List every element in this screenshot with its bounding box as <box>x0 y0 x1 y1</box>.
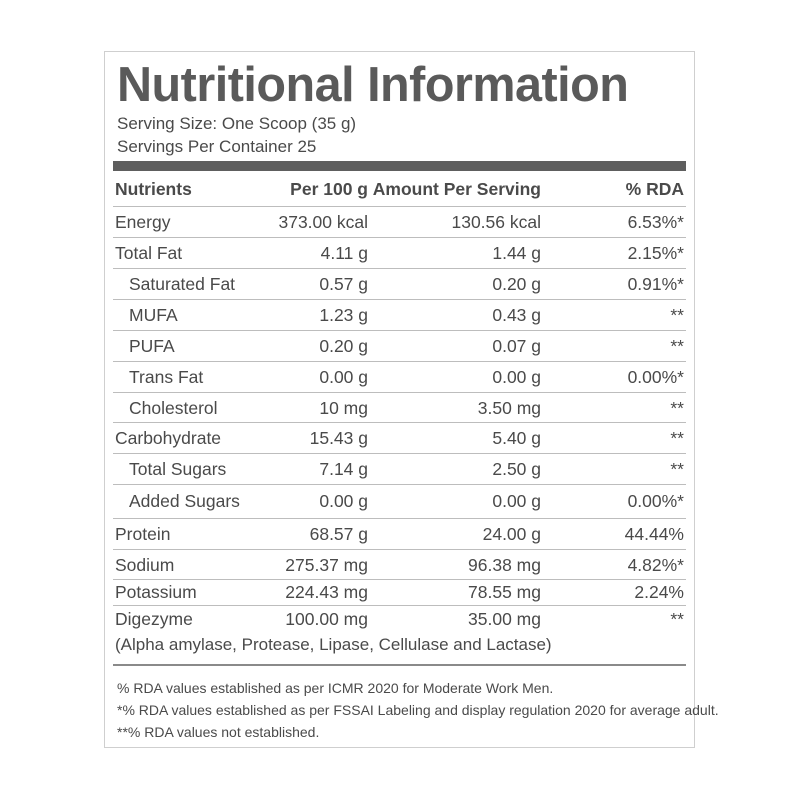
header-divider <box>113 161 686 171</box>
rda-value: 0.00%* <box>627 491 684 511</box>
nutrient-name: Sodium <box>115 555 175 575</box>
per-100g-value: 7.14 g <box>319 459 368 479</box>
table-header-row: Nutrients Per 100 g Amount Per Serving %… <box>113 171 686 207</box>
per-100g-value: 0.20 g <box>319 336 368 356</box>
table-row: Cholesterol 10 mg 3.50 mg ** <box>113 393 686 423</box>
per-serving-value: 2.50 g <box>492 459 541 479</box>
footnote: *% RDA values established as per FSSAI L… <box>117 702 719 718</box>
rda-value: 0.00%* <box>627 367 684 387</box>
nutrition-table: Nutrients Per 100 g Amount Per Serving %… <box>113 171 686 662</box>
footer-divider <box>113 664 686 666</box>
rda-value: 6.53%* <box>627 212 684 232</box>
header-per-100g: Per 100 g <box>290 179 368 199</box>
per-100g-value: 1.23 g <box>319 305 368 325</box>
nutrient-name: Protein <box>115 524 171 544</box>
rda-value: ** <box>670 609 684 629</box>
nutrient-name: Total Sugars <box>129 459 227 479</box>
per-serving-value: 78.55 mg <box>468 582 541 602</box>
per-100g-value: 0.57 g <box>319 274 368 294</box>
per-100g-value: 68.57 g <box>309 524 368 544</box>
nutrient-name: Cholesterol <box>129 398 218 418</box>
table-row: Carbohydrate 15.43 g 5.40 g ** <box>113 423 686 454</box>
rda-value: ** <box>670 428 684 448</box>
rda-value: 2.15%* <box>627 243 684 263</box>
per-serving-value: 24.00 g <box>482 524 541 544</box>
digezyme-note: (Alpha amylase, Protease, Lipase, Cellul… <box>115 635 552 654</box>
per-100g-value: 0.00 g <box>319 367 368 387</box>
per-100g-value: 10 mg <box>319 398 368 418</box>
per-serving-value: 0.00 g <box>492 491 541 511</box>
rda-value: ** <box>670 305 684 325</box>
table-row: PUFA 0.20 g 0.07 g ** <box>113 331 686 362</box>
rda-value: 0.91%* <box>627 274 684 294</box>
rda-value: 44.44% <box>624 524 684 544</box>
rda-value: ** <box>670 459 684 479</box>
table-row: Added Sugars 0.00 g 0.00 g 0.00%* <box>113 485 686 519</box>
header-per-serving: Amount Per Serving <box>372 179 541 199</box>
rda-value: 2.24% <box>634 582 684 602</box>
header-rda: % RDA <box>625 179 684 199</box>
footnotes: % RDA values established as per ICMR 202… <box>117 677 719 743</box>
table-row: Potassium 224.43 mg 78.55 mg 2.24% <box>113 580 686 606</box>
per-serving-value: 5.40 g <box>492 428 541 448</box>
page-title: Nutritional Information <box>117 58 629 112</box>
header-nutrients: Nutrients <box>115 179 192 199</box>
per-100g-value: 275.37 mg <box>285 555 368 575</box>
servings-per-container: Servings Per Container 25 <box>117 137 317 156</box>
serving-size: Serving Size: One Scoop (35 g) <box>117 114 357 133</box>
per-serving-value: 3.50 mg <box>477 398 541 418</box>
table-row: MUFA 1.23 g 0.43 g ** <box>113 300 686 331</box>
nutrient-name: Energy <box>115 212 171 232</box>
footnote: % RDA values established as per ICMR 202… <box>117 680 554 696</box>
nutrition-panel: Nutritional Information Serving Size: On… <box>104 51 719 748</box>
per-100g-value: 224.43 mg <box>285 582 368 602</box>
per-serving-value: 96.38 mg <box>468 555 541 575</box>
per-serving-value: 35.00 mg <box>468 609 541 629</box>
rda-value: ** <box>670 336 684 356</box>
table-row: Total Sugars 7.14 g 2.50 g ** <box>113 454 686 485</box>
footnote: **% RDA values not established. <box>117 724 320 740</box>
per-100g-value: 0.00 g <box>319 491 368 511</box>
per-serving-value: 130.56 kcal <box>451 212 541 232</box>
per-serving-value: 0.07 g <box>492 336 541 356</box>
nutrient-name: Saturated Fat <box>129 274 236 294</box>
table-row: Digezyme 100.00 mg 35.00 mg ** (Alpha am… <box>113 606 686 662</box>
table-row: Total Fat 4.11 g 1.44 g 2.15%* <box>113 238 686 269</box>
table-row: Protein 68.57 g 24.00 g 44.44% <box>113 519 686 550</box>
table-row: Trans Fat 0.00 g 0.00 g 0.00%* <box>113 362 686 393</box>
nutrient-name: PUFA <box>129 336 175 356</box>
table-row: Sodium 275.37 mg 96.38 mg 4.82%* <box>113 550 686 580</box>
nutrient-name: Potassium <box>115 582 197 602</box>
per-100g-value: 373.00 kcal <box>278 212 368 232</box>
nutrient-name: Added Sugars <box>129 491 240 511</box>
per-100g-value: 100.00 mg <box>285 609 368 629</box>
rda-value: ** <box>670 398 684 418</box>
table-row: Saturated Fat 0.57 g 0.20 g 0.91%* <box>113 269 686 300</box>
nutrient-name: Trans Fat <box>129 367 204 387</box>
per-100g-value: 4.11 g <box>320 243 368 263</box>
nutrient-name: Digezyme <box>115 609 193 629</box>
nutrient-name: MUFA <box>129 305 178 325</box>
per-serving-value: 0.43 g <box>492 305 541 325</box>
per-serving-value: 0.20 g <box>492 274 541 294</box>
per-serving-value: 0.00 g <box>492 367 541 387</box>
per-serving-value: 1.44 g <box>492 243 541 263</box>
nutrient-name: Total Fat <box>115 243 183 263</box>
rda-value: 4.82%* <box>627 555 684 575</box>
nutrient-name: Carbohydrate <box>115 428 222 448</box>
per-100g-value: 15.43 g <box>309 428 368 448</box>
table-row: Energy 373.00 kcal 130.56 kcal 6.53%* <box>113 207 686 238</box>
